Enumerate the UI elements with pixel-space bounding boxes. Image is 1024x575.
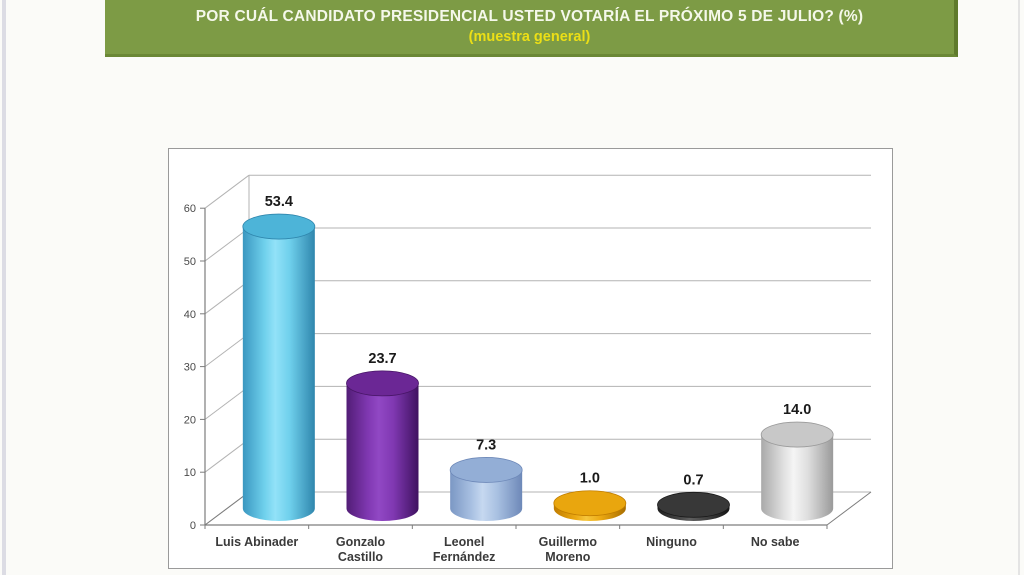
- x-axis-category-label: Luis Abinader: [215, 535, 298, 549]
- bar-cylinder-top: [760, 421, 834, 448]
- gridline-diagonal: [204, 385, 250, 420]
- floor-left-edge: [204, 491, 250, 526]
- x-axis-category-label: No sabe: [751, 535, 800, 549]
- bar-cylinder-body: [761, 434, 834, 521]
- x-axis-category-label: Guillermo: [539, 535, 598, 549]
- bar-cylinder-body: [242, 226, 315, 521]
- bar-value-label: 1.0: [580, 471, 600, 487]
- y-axis-tick-label: 20: [184, 414, 196, 426]
- gridline-diagonal: [204, 280, 250, 315]
- x-axis-category-label: Castillo: [338, 550, 384, 564]
- banner-title: POR CUÁL CANDIDATO PRESIDENCIAL USTED VO…: [195, 8, 864, 25]
- page-right-edge: [1018, 0, 1020, 575]
- y-axis-tick-label: 60: [184, 203, 196, 215]
- x-axis-category-label: Leonel: [444, 535, 484, 549]
- bar-cylinder-top: [449, 457, 523, 483]
- x-axis-category-label: Ninguno: [646, 535, 697, 549]
- bar-value-label: 7.3: [476, 437, 496, 453]
- floor-right-edge: [826, 491, 872, 526]
- x-axis-category-label: Fernández: [433, 550, 496, 564]
- bar-cylinder-body: [346, 383, 419, 521]
- banner-subtitle: (muestra general): [468, 29, 591, 45]
- bar-value-label: 14.0: [783, 402, 811, 418]
- bar-cylinder-top: [242, 213, 316, 240]
- y-axis-tick-label: 10: [184, 467, 196, 479]
- bar-value-label: 0.7: [683, 472, 703, 488]
- gridline-diagonal: [204, 333, 250, 368]
- bar-value-label: 53.4: [265, 194, 293, 210]
- x-axis-category-label: Moreno: [545, 550, 591, 564]
- bar-cylinder-top: [346, 370, 419, 397]
- chart-frame: 0 10 20 30 40 50 60 53.4 23.7 7.3 1.0 0.7 14.0 Luis A…: [168, 148, 893, 569]
- bar-cylinder-top: [553, 490, 627, 517]
- y-axis-tick-label: 30: [184, 362, 196, 374]
- gridline-diagonal: [204, 438, 250, 473]
- y-axis-tick-label: 40: [184, 309, 196, 321]
- bar-chart: 0 10 20 30 40 50 60 53.4 23.7 7.3 1.0 0.7 14.0 Luis A…: [184, 174, 872, 564]
- bar-cylinder-body: [450, 469, 523, 521]
- x-axis-category-label: Gonzalo: [336, 535, 386, 549]
- gridline-diagonal: [204, 227, 250, 262]
- y-axis-tick-label: 0: [190, 520, 196, 532]
- question-banner: POR CUÁL CANDIDATO PRESIDENCIAL USTED VO…: [105, 0, 958, 57]
- page-left-edge: [2, 0, 6, 575]
- bar-value-label: 23.7: [368, 351, 396, 367]
- bar-cylinder-top: [657, 491, 730, 518]
- y-axis-tick-label: 50: [184, 256, 196, 268]
- gridline-diagonal: [204, 174, 250, 209]
